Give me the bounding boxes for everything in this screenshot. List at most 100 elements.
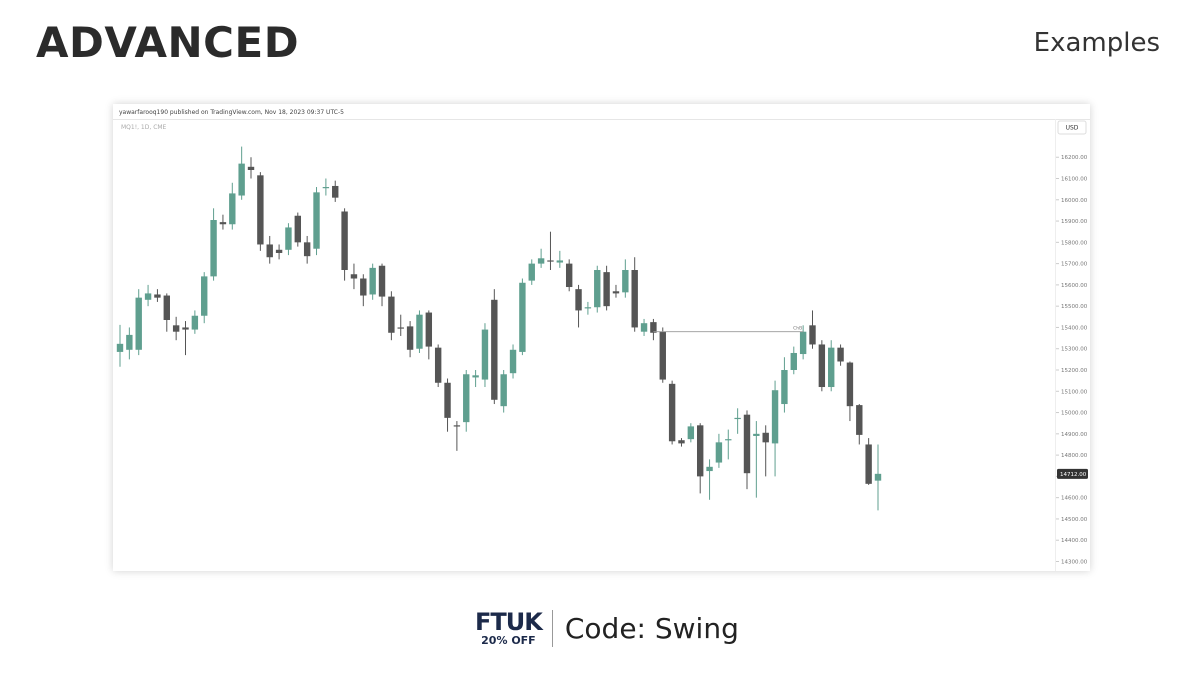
candle-body [463, 374, 470, 423]
y-tick-label: 15400.00 [1061, 325, 1088, 331]
y-tick-label: 14800.00 [1061, 453, 1088, 459]
candle-body [294, 215, 302, 243]
candle-body [659, 331, 666, 380]
candle-body [491, 299, 498, 400]
candle-body [622, 270, 629, 293]
candle-body [874, 473, 882, 481]
level-label: ChB [793, 326, 802, 332]
y-tick-label: 16200.00 [1061, 155, 1088, 161]
y-tick-label: 15000.00 [1061, 411, 1088, 417]
y-tick-label: 15700.00 [1061, 262, 1088, 268]
currency-button[interactable] [1057, 120, 1087, 135]
candle-body [865, 444, 872, 484]
y-tick-label: 14900.00 [1061, 432, 1088, 438]
candle-body [594, 270, 601, 308]
candle-body [219, 222, 227, 225]
candle-body [771, 390, 779, 444]
candle-body [275, 249, 283, 253]
candle-body [444, 382, 451, 418]
chart: yawarfarooq190 published on TradingView.… [113, 109, 1090, 571]
candle-body [163, 295, 170, 320]
candle-body [547, 260, 554, 262]
publish-info: yawarfarooq190 published on TradingView.… [119, 109, 344, 116]
candle-body [135, 297, 142, 350]
candle-body [743, 414, 751, 474]
candle-body [790, 352, 797, 370]
y-tick-label: 15900.00 [1061, 219, 1088, 225]
candle-body [322, 187, 330, 189]
candle-body [341, 211, 348, 270]
candle-body [247, 166, 255, 170]
slide-subtitle: Examples [1033, 28, 1160, 58]
candle-body [696, 425, 704, 477]
candle-body [116, 343, 124, 352]
candle-body [519, 282, 526, 352]
candle-body [556, 260, 564, 263]
y-tick-label: 15200.00 [1061, 368, 1088, 374]
candle-body [528, 263, 535, 281]
y-tick-label: 15600.00 [1061, 283, 1088, 289]
candle-body [706, 466, 713, 472]
candle-body [603, 272, 610, 307]
candle-body [378, 265, 386, 297]
candle-body [266, 244, 273, 258]
y-tick-label: 16100.00 [1061, 177, 1088, 183]
candle-body [537, 258, 545, 264]
candle-body [172, 325, 180, 332]
candle-body [406, 326, 414, 350]
candle-body [565, 263, 573, 288]
logo-text: FTUK [475, 607, 543, 636]
candle-body [762, 432, 769, 443]
candle-body [509, 349, 517, 374]
candle-body [369, 267, 376, 295]
candle-body [229, 193, 236, 225]
candle-body [837, 347, 844, 362]
slide-title: ADVANCED [36, 18, 300, 67]
candle-body [416, 314, 423, 349]
candle-body [313, 192, 320, 249]
candle-body [612, 291, 620, 294]
candle-body [799, 331, 807, 355]
y-tick-label: 14400.00 [1061, 538, 1088, 544]
candle-body [303, 242, 311, 257]
candle-body [753, 433, 760, 436]
candle-body [781, 370, 788, 405]
logo: FTUK 20% OFF [475, 607, 553, 647]
candle-body [856, 405, 863, 435]
candle-body [668, 383, 676, 442]
candle-body [434, 347, 442, 383]
candle-body [687, 426, 695, 440]
candle-body [472, 375, 479, 378]
candle-body [154, 294, 161, 298]
candle-body [201, 276, 208, 316]
candle-body [285, 227, 292, 250]
candle-body [126, 334, 133, 350]
candle-body [809, 325, 816, 345]
y-tick-label: 14500.00 [1061, 517, 1088, 523]
candle-body [584, 307, 592, 309]
y-tick-label: 15500.00 [1061, 304, 1088, 310]
symbol-info: MQ1!, 1D, CME [121, 124, 167, 131]
candle-body [846, 362, 854, 407]
candle-body [210, 220, 217, 277]
candle-body [631, 270, 638, 328]
chart-screenshot: yawarfarooq190 published on TradingView.… [113, 104, 1090, 571]
candle-body [575, 289, 582, 311]
candle-body [257, 175, 264, 245]
candle-body [500, 374, 507, 407]
y-tick-label: 15100.00 [1061, 389, 1088, 395]
candle-body [360, 278, 367, 296]
candle-body [238, 163, 245, 196]
y-tick-label: 16000.00 [1061, 198, 1088, 204]
candle-body [397, 327, 404, 329]
candle-body [350, 274, 358, 279]
promo: FTUK 20% OFF Code: Swing [475, 606, 739, 650]
candle-body [828, 347, 835, 388]
candle-body [388, 296, 395, 333]
candle-body [332, 185, 339, 198]
candle-body [144, 293, 152, 300]
candle-body [678, 440, 685, 444]
y-tick-label: 15800.00 [1061, 240, 1088, 246]
y-tick-label: 14300.00 [1061, 559, 1088, 565]
currency-label[interactable]: USD [1066, 125, 1079, 132]
